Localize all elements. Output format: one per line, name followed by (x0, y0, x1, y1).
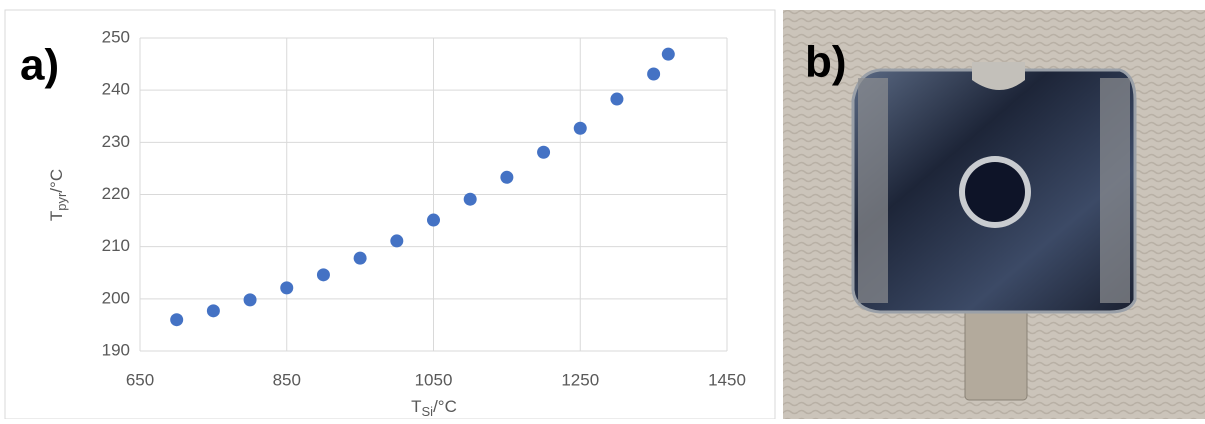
y-tick-label: 200 (102, 288, 130, 307)
data-point (610, 92, 624, 106)
y-tick-label: 250 (102, 27, 130, 46)
x-tick-label: 850 (273, 370, 301, 389)
data-point (316, 268, 330, 282)
data-point (573, 121, 587, 135)
x-tick-label: 1250 (561, 370, 599, 389)
data-point (206, 304, 220, 318)
y-tick-label: 240 (102, 80, 130, 99)
panel-label: a) (20, 41, 59, 90)
x-tick-label: 650 (126, 370, 154, 389)
plate-edge (1100, 78, 1130, 303)
plate-notch (972, 62, 1025, 90)
data-point (170, 313, 184, 327)
data-point (353, 251, 367, 265)
hole (965, 162, 1025, 222)
plate-edge (858, 78, 888, 303)
metal-tab (964, 299, 1028, 401)
data-point (463, 192, 477, 206)
x-tick-label: 1450 (708, 370, 746, 389)
panel-label: b) (805, 38, 847, 87)
data-point (661, 47, 675, 61)
y-tick-label: 210 (102, 236, 130, 255)
data-point (427, 213, 440, 227)
y-axis-label: Tpyr/°C (47, 169, 69, 221)
y-tick-label: 220 (102, 184, 130, 203)
data-point (390, 234, 404, 248)
data-point (537, 145, 551, 159)
y-tick-label: 190 (102, 340, 130, 359)
photo: b) (783, 10, 1205, 419)
y-tick-label: 230 (102, 132, 130, 151)
x-axis-label: TSi/°C (411, 397, 457, 419)
data-point (280, 281, 294, 295)
data-point (500, 170, 514, 184)
data-point (243, 293, 257, 307)
x-tick-label: 1050 (415, 370, 453, 389)
data-point (647, 67, 661, 81)
